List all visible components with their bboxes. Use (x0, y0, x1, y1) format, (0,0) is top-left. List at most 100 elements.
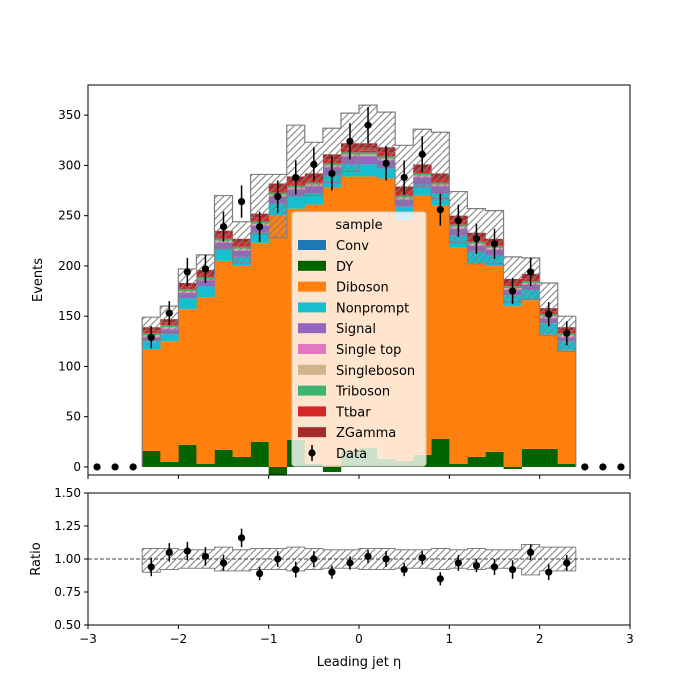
bar-segment (521, 448, 540, 467)
data-point (490, 240, 499, 248)
uncertainty-bin (232, 221, 251, 263)
bar-segment (431, 438, 450, 467)
main-x-ticks (87, 475, 631, 479)
bar-segment (431, 205, 450, 439)
ratio-point (274, 555, 282, 563)
data-point (599, 463, 607, 471)
bar-segment (449, 463, 468, 467)
ratio-y-tick-label: 0.50 (54, 618, 81, 632)
ratio-point (183, 547, 191, 555)
legend-swatch (298, 240, 326, 250)
bar-segment (214, 449, 233, 467)
legend-swatch (298, 385, 326, 396)
bar-segment (557, 463, 577, 467)
data-point (274, 192, 282, 201)
bar-segment (214, 260, 233, 450)
ratio-point (256, 569, 264, 578)
x-tick-label: −1 (260, 632, 278, 646)
y-tick-label: 350 (58, 108, 81, 122)
data-point (219, 223, 228, 231)
y-tick-label: 0 (73, 460, 81, 474)
x-tick-label: −2 (169, 632, 187, 646)
uncertainty-bin (250, 174, 269, 234)
legend-item: DY (298, 260, 353, 275)
bar-segment (539, 334, 559, 449)
y-tick-label: 250 (58, 209, 81, 223)
data-point (292, 173, 300, 182)
bar-segment (359, 154, 378, 156)
data-point (346, 137, 354, 145)
ratio-point (364, 552, 372, 560)
x-tick-label: 1 (446, 632, 454, 646)
data-point (563, 329, 571, 337)
data-point (436, 206, 444, 214)
ratio-point (147, 563, 155, 571)
bar-segment (232, 265, 251, 457)
bar-segment (503, 466, 522, 469)
ratio-y-tick-label: 1.25 (54, 519, 81, 533)
ratio-y-tick-label: 1.50 (54, 486, 81, 500)
legend-swatch (298, 323, 326, 334)
legend-label: Signal (336, 322, 376, 337)
legend-label: Nonprompt (336, 301, 409, 316)
bar-segment (178, 293, 197, 299)
ratio-y-tick-label: 0.75 (54, 585, 81, 599)
data-point (310, 160, 318, 169)
legend-label: Single top (336, 343, 401, 358)
ratio-point (328, 568, 336, 576)
ratio-y-axis-label: Ratio (29, 542, 44, 575)
legend-item: Single top (298, 343, 401, 358)
uncertainty-upper-outline (142, 104, 576, 318)
data-point (581, 463, 589, 471)
bar-segment (196, 297, 215, 464)
bar-segment (160, 461, 179, 467)
ratio-point (219, 559, 228, 567)
ratio-point (346, 559, 354, 567)
x-axis-label: Leading jet η (317, 655, 402, 670)
legend-item: Singleboson (298, 364, 415, 379)
bar-segment (196, 463, 215, 467)
data-point (147, 333, 155, 341)
legend-swatch (298, 344, 326, 354)
bar-segment (178, 309, 197, 445)
legend-item: Triboson (298, 385, 390, 400)
main-panel: 0 50 100 150 200 250 300 350 Events sample Conv D… (31, 84, 631, 479)
legend-label: Data (336, 447, 367, 462)
legend: sample Conv DY Diboson Nonprompt Signal Single… (291, 211, 427, 467)
bar-segment (286, 196, 306, 209)
bar-segment (467, 456, 486, 467)
legend-label: Ttbar (335, 405, 371, 420)
uncertainty-bin (377, 112, 396, 166)
bar-segment (359, 156, 378, 165)
x-tick-label: 3 (626, 632, 634, 646)
legend-box (291, 211, 427, 467)
legend-label: Diboson (336, 281, 389, 296)
data-point (400, 173, 408, 182)
ratio-point (237, 534, 246, 542)
legend-item: Signal (298, 322, 376, 337)
ratio-band-bin (395, 549, 414, 569)
ratio-point (563, 559, 571, 567)
legend-swatch (298, 364, 326, 375)
bar-segment (268, 466, 288, 475)
bar-segment (485, 451, 504, 467)
legend-swatch (298, 406, 326, 417)
bar-segment (503, 306, 522, 467)
ratio-band-bin (503, 549, 522, 569)
ratio-panel: 0.50 0.75 1.00 1.25 1.50 −3 −2 −1 0 1 2 3 Ratio Le… (29, 486, 634, 670)
ratio-band-bin (232, 549, 251, 571)
ratio-point (400, 565, 408, 574)
ratio-points (147, 528, 571, 586)
y-tick-label: 200 (58, 259, 81, 273)
data-point (165, 309, 173, 317)
legend-item-data: Data (308, 445, 367, 462)
ratio-point (436, 575, 444, 583)
legend-swatch (298, 427, 326, 438)
ratio-point (165, 548, 173, 557)
data-point (418, 150, 426, 158)
x-tick-label: 2 (536, 632, 544, 646)
bar-segment (521, 300, 540, 449)
main-y-axis: 0 50 100 150 200 250 300 350 (58, 108, 88, 474)
legend-item: ZGamma (298, 426, 396, 441)
